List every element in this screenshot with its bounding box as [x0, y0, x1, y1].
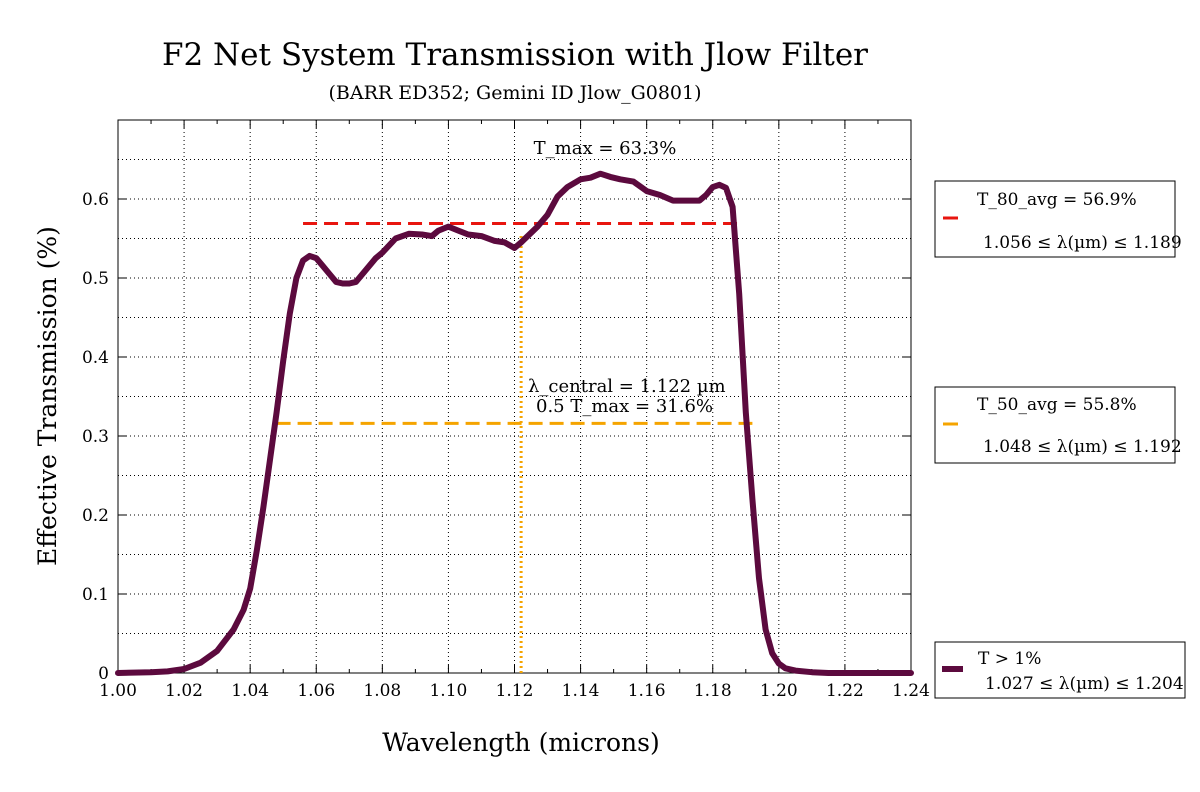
chart-subtitle: (BARR ED352; Gemini ID Jlow_G0801)	[328, 82, 701, 104]
x-tick-label: 1.22	[826, 681, 864, 701]
y-tick-label: 0.4	[82, 348, 109, 368]
series-line-transmission	[115, 170, 914, 676]
x-tick-label: 1.06	[297, 681, 335, 701]
x-tick-label: 1.16	[628, 681, 666, 701]
y-tick-label: 0	[98, 664, 109, 684]
grid	[118, 120, 911, 673]
x-tick-label: 1.18	[694, 681, 732, 701]
x-axis: 1.00 1.02 1.04 1.06 1.08 1.10 1.12 1.14 1.16 1.18…	[99, 120, 930, 701]
x-tick-label: 1.20	[760, 681, 798, 701]
legend-t50-box	[934, 386, 1176, 464]
legend-t50: T_50_avg = 55.8% 1.048 ≤ λ(µm) ≤ 1.192	[934, 386, 1182, 464]
annotation-tmax: T_max = 63.3%	[534, 138, 677, 159]
x-axis-label: Wavelength (microns)	[382, 728, 659, 757]
y-tick-label: 0.1	[82, 585, 109, 605]
legend-t50-line1: T_50_avg = 55.8%	[977, 395, 1137, 415]
x-tick-label: 1.08	[363, 681, 401, 701]
y-tick-label: 0.5	[82, 269, 109, 289]
reference-lines	[276, 221, 753, 673]
y-tick-label: 0.6	[82, 190, 109, 210]
legend-t50-line2: 1.048 ≤ λ(µm) ≤ 1.192	[983, 437, 1182, 457]
x-tick-label: 1.24	[892, 681, 930, 701]
legend-t80-box	[934, 180, 1176, 258]
y-tick-label: 0.3	[82, 427, 109, 447]
y-axis: 0 0.1 0.2 0.3 0.4 0.5 0.6	[82, 190, 911, 684]
legend-t1: T > 1% 1.027 ≤ λ(µm) ≤ 1.204	[934, 641, 1186, 699]
chart-title: F2 Net System Transmission with Jlow Fil…	[162, 37, 868, 73]
annotation-lambda-central: λ_central = 1.122 µm	[528, 376, 726, 397]
legend-t80-line1: T_80_avg = 56.9%	[977, 190, 1137, 210]
legend-t80-line2: 1.056 ≤ λ(µm) ≤ 1.189	[983, 233, 1182, 253]
x-tick-label: 1.12	[496, 681, 534, 701]
legend-t80: T_80_avg = 56.9% 1.056 ≤ λ(µm) ≤ 1.189	[934, 180, 1182, 258]
legend-t1-line2: 1.027 ≤ λ(µm) ≤ 1.204	[985, 674, 1184, 694]
legend-t1-box	[934, 641, 1186, 699]
legend-t1-line1: T > 1%	[978, 649, 1041, 669]
annotation-half-tmax: 0.5 T_max = 31.6%	[536, 396, 713, 417]
x-tick-label: 1.00	[99, 681, 137, 701]
x-tick-label: 1.14	[562, 681, 600, 701]
x-tick-label: 1.10	[429, 681, 467, 701]
y-tick-label: 0.2	[82, 506, 109, 526]
x-tick-label: 1.04	[231, 681, 269, 701]
x-tick-label: 1.02	[165, 681, 203, 701]
y-axis-label: Effective Transmission (%)	[33, 226, 62, 566]
